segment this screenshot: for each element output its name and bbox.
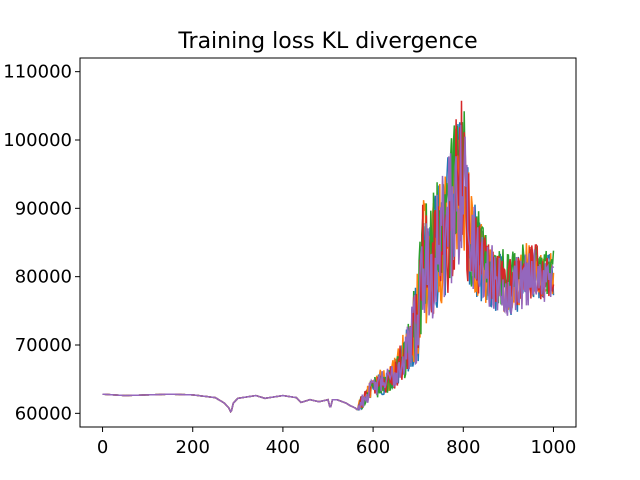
y-axis: 60000 70000 80000 90000 100000 110000: [3, 62, 80, 424]
y-tick-label: 90000: [15, 198, 72, 219]
x-tick-label: 800: [446, 437, 480, 458]
x-tick-label: 600: [356, 437, 390, 458]
y-tick-label: 110000: [3, 62, 72, 83]
plot-lines: [102, 100, 555, 414]
chart-title: Training loss KL divergence: [177, 29, 477, 54]
y-tick-label: 80000: [15, 267, 72, 288]
x-tick-label: 1000: [531, 437, 577, 458]
y-tick-label: 70000: [15, 335, 72, 356]
x-tick-label: 400: [266, 437, 300, 458]
plot-frame: [79, 57, 577, 428]
y-tick-label: 100000: [3, 130, 72, 151]
series-line-5: [102, 124, 555, 414]
x-tick-label: 200: [176, 437, 210, 458]
y-tick-label: 60000: [15, 403, 72, 424]
x-axis: 0 200 400 600 800 1000: [97, 427, 577, 458]
x-tick-label: 0: [97, 437, 108, 458]
